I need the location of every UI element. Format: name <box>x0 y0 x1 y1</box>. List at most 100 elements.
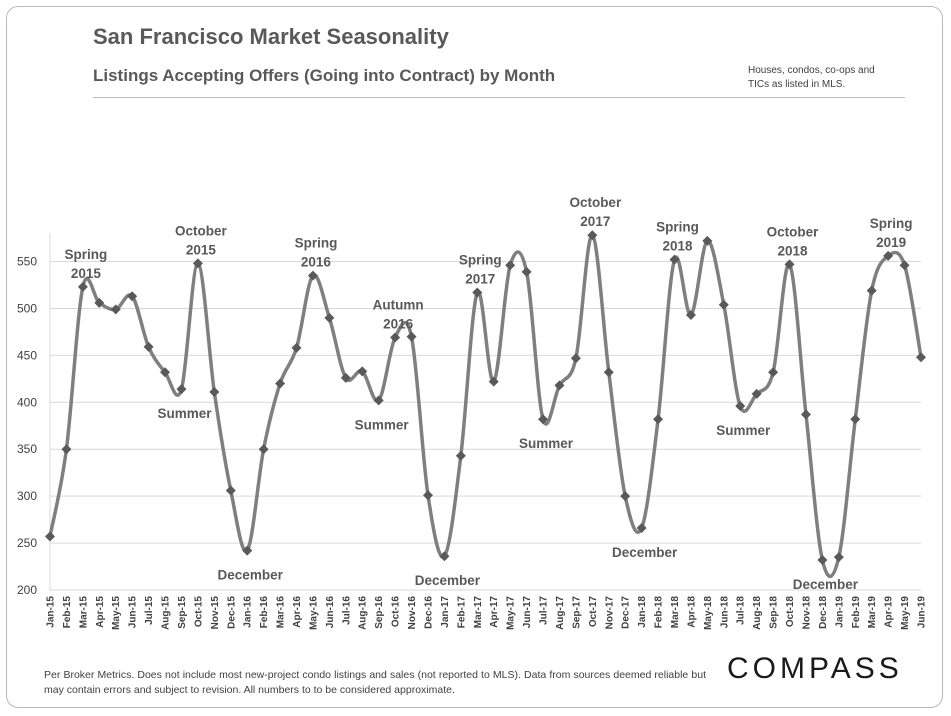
data-point <box>603 367 614 378</box>
annotation-label: October <box>175 223 228 238</box>
x-tick-label: Dec-18 <box>818 596 829 629</box>
x-tick-label: Oct-17 <box>588 596 599 628</box>
data-point <box>45 531 55 542</box>
x-tick-label: May-18 <box>703 596 714 630</box>
data-point <box>160 367 171 378</box>
x-tick-label: Feb-15 <box>62 596 73 629</box>
y-tick-label: 350 <box>17 442 37 456</box>
x-tick-label: Feb-17 <box>456 596 467 629</box>
x-tick-label: Jun-15 <box>128 596 139 629</box>
x-tick-label: Aug-18 <box>752 596 763 630</box>
x-tick-label: Dec-15 <box>226 596 237 629</box>
x-tick-label: Dec-17 <box>621 596 632 629</box>
data-point <box>735 401 746 412</box>
data-point <box>373 395 384 406</box>
x-tick-label: Jun-17 <box>522 596 533 629</box>
x-tick-label: Jan-17 <box>440 596 451 628</box>
page-title: San Francisco Market Seasonality <box>93 24 449 49</box>
x-tick-label: Feb-18 <box>654 596 665 629</box>
x-tick-label: Sep-15 <box>177 596 188 629</box>
x-tick-label: May-17 <box>506 596 517 630</box>
x-tick-label: May-19 <box>900 596 911 630</box>
data-point <box>422 490 433 501</box>
data-point <box>455 450 466 461</box>
annotation-label: October <box>767 224 820 239</box>
annotation-label: 2016 <box>383 317 414 332</box>
x-tick-label: Apr-19 <box>884 596 895 628</box>
data-point <box>61 444 72 455</box>
x-tick-label: Apr-15 <box>95 596 106 628</box>
data-point <box>899 260 910 271</box>
x-tick-label: May-15 <box>111 596 122 630</box>
data-point <box>77 281 88 292</box>
data-point <box>505 260 516 271</box>
x-tick-label: Mar-19 <box>867 596 878 629</box>
data-point <box>554 380 565 391</box>
data-point <box>209 386 220 397</box>
x-tick-label: Apr-17 <box>489 596 500 628</box>
data-point <box>143 341 154 352</box>
x-tick-label: Oct-16 <box>391 596 402 628</box>
annotation-label: October <box>569 195 622 210</box>
y-tick-label: 200 <box>17 583 37 597</box>
annotation-label: Spring <box>64 247 107 262</box>
y-tick-label: 250 <box>17 536 37 550</box>
data-point <box>751 388 762 399</box>
x-tick-label: Sep-18 <box>769 596 780 629</box>
x-tick-label: Jun-16 <box>325 596 336 629</box>
x-tick-label: Nov-15 <box>210 596 221 630</box>
data-point <box>340 372 351 383</box>
x-tick-label: Nov-18 <box>801 596 812 630</box>
y-tick-label: 550 <box>17 255 37 269</box>
annotation-label: Summer <box>716 423 771 438</box>
data-point <box>176 384 187 395</box>
data-point <box>866 285 877 296</box>
x-tick-label: Jan-19 <box>834 596 845 628</box>
data-point <box>307 270 318 281</box>
x-tick-label: Apr-18 <box>686 596 697 628</box>
x-tick-label: Jul-17 <box>539 596 550 625</box>
source-note: Houses, condos, co-ops and TICs as liste… <box>748 65 875 90</box>
x-tick-label: Aug-17 <box>555 596 566 630</box>
data-point <box>817 554 828 565</box>
x-tick-label: Mar-15 <box>78 596 89 629</box>
annotation-label: 2018 <box>778 243 809 258</box>
annotation-label: December <box>793 577 859 592</box>
data-point <box>472 287 483 298</box>
x-tick-label: Jul-18 <box>736 596 747 625</box>
data-point <box>718 299 729 310</box>
y-tick-label: 450 <box>17 348 37 362</box>
annotation-label: Spring <box>459 252 502 267</box>
x-tick-label: Nov-16 <box>407 596 418 630</box>
annotation-label: December <box>415 573 481 588</box>
data-point <box>538 414 549 425</box>
annotation-label: 2019 <box>876 235 906 250</box>
data-point <box>324 312 335 323</box>
data-point <box>883 250 894 261</box>
disclaimer-text: Per Broker Metrics. Does not include mos… <box>44 669 706 696</box>
y-tick-label: 500 <box>17 301 37 315</box>
chart-subtitle: Listings Accepting Offers (Going into Co… <box>93 66 556 85</box>
data-point <box>768 367 779 378</box>
data-point <box>833 552 844 563</box>
x-tick-label: May-16 <box>308 596 319 630</box>
x-tick-label: Sep-17 <box>571 596 582 629</box>
data-point <box>669 254 680 265</box>
x-tick-label: Oct-18 <box>785 596 796 628</box>
annotation-label: Summer <box>519 436 574 451</box>
data-point <box>800 409 811 420</box>
y-tick-label: 300 <box>17 489 37 503</box>
annotation-label: Spring <box>656 220 699 235</box>
x-tick-label: Apr-16 <box>292 596 303 628</box>
x-tick-label: Jan-16 <box>243 596 254 628</box>
x-tick-label: Dec-16 <box>423 596 434 629</box>
annotation-label: December <box>218 568 284 583</box>
data-point <box>620 491 631 502</box>
data-point <box>439 551 450 562</box>
annotation-label: 2015 <box>186 242 217 257</box>
x-tick-label: Nov-17 <box>604 596 615 630</box>
annotation-label: Summer <box>355 417 410 432</box>
series-line <box>48 233 923 579</box>
annotation-label: Spring <box>870 216 913 231</box>
x-tick-label: Sep-16 <box>374 596 385 629</box>
